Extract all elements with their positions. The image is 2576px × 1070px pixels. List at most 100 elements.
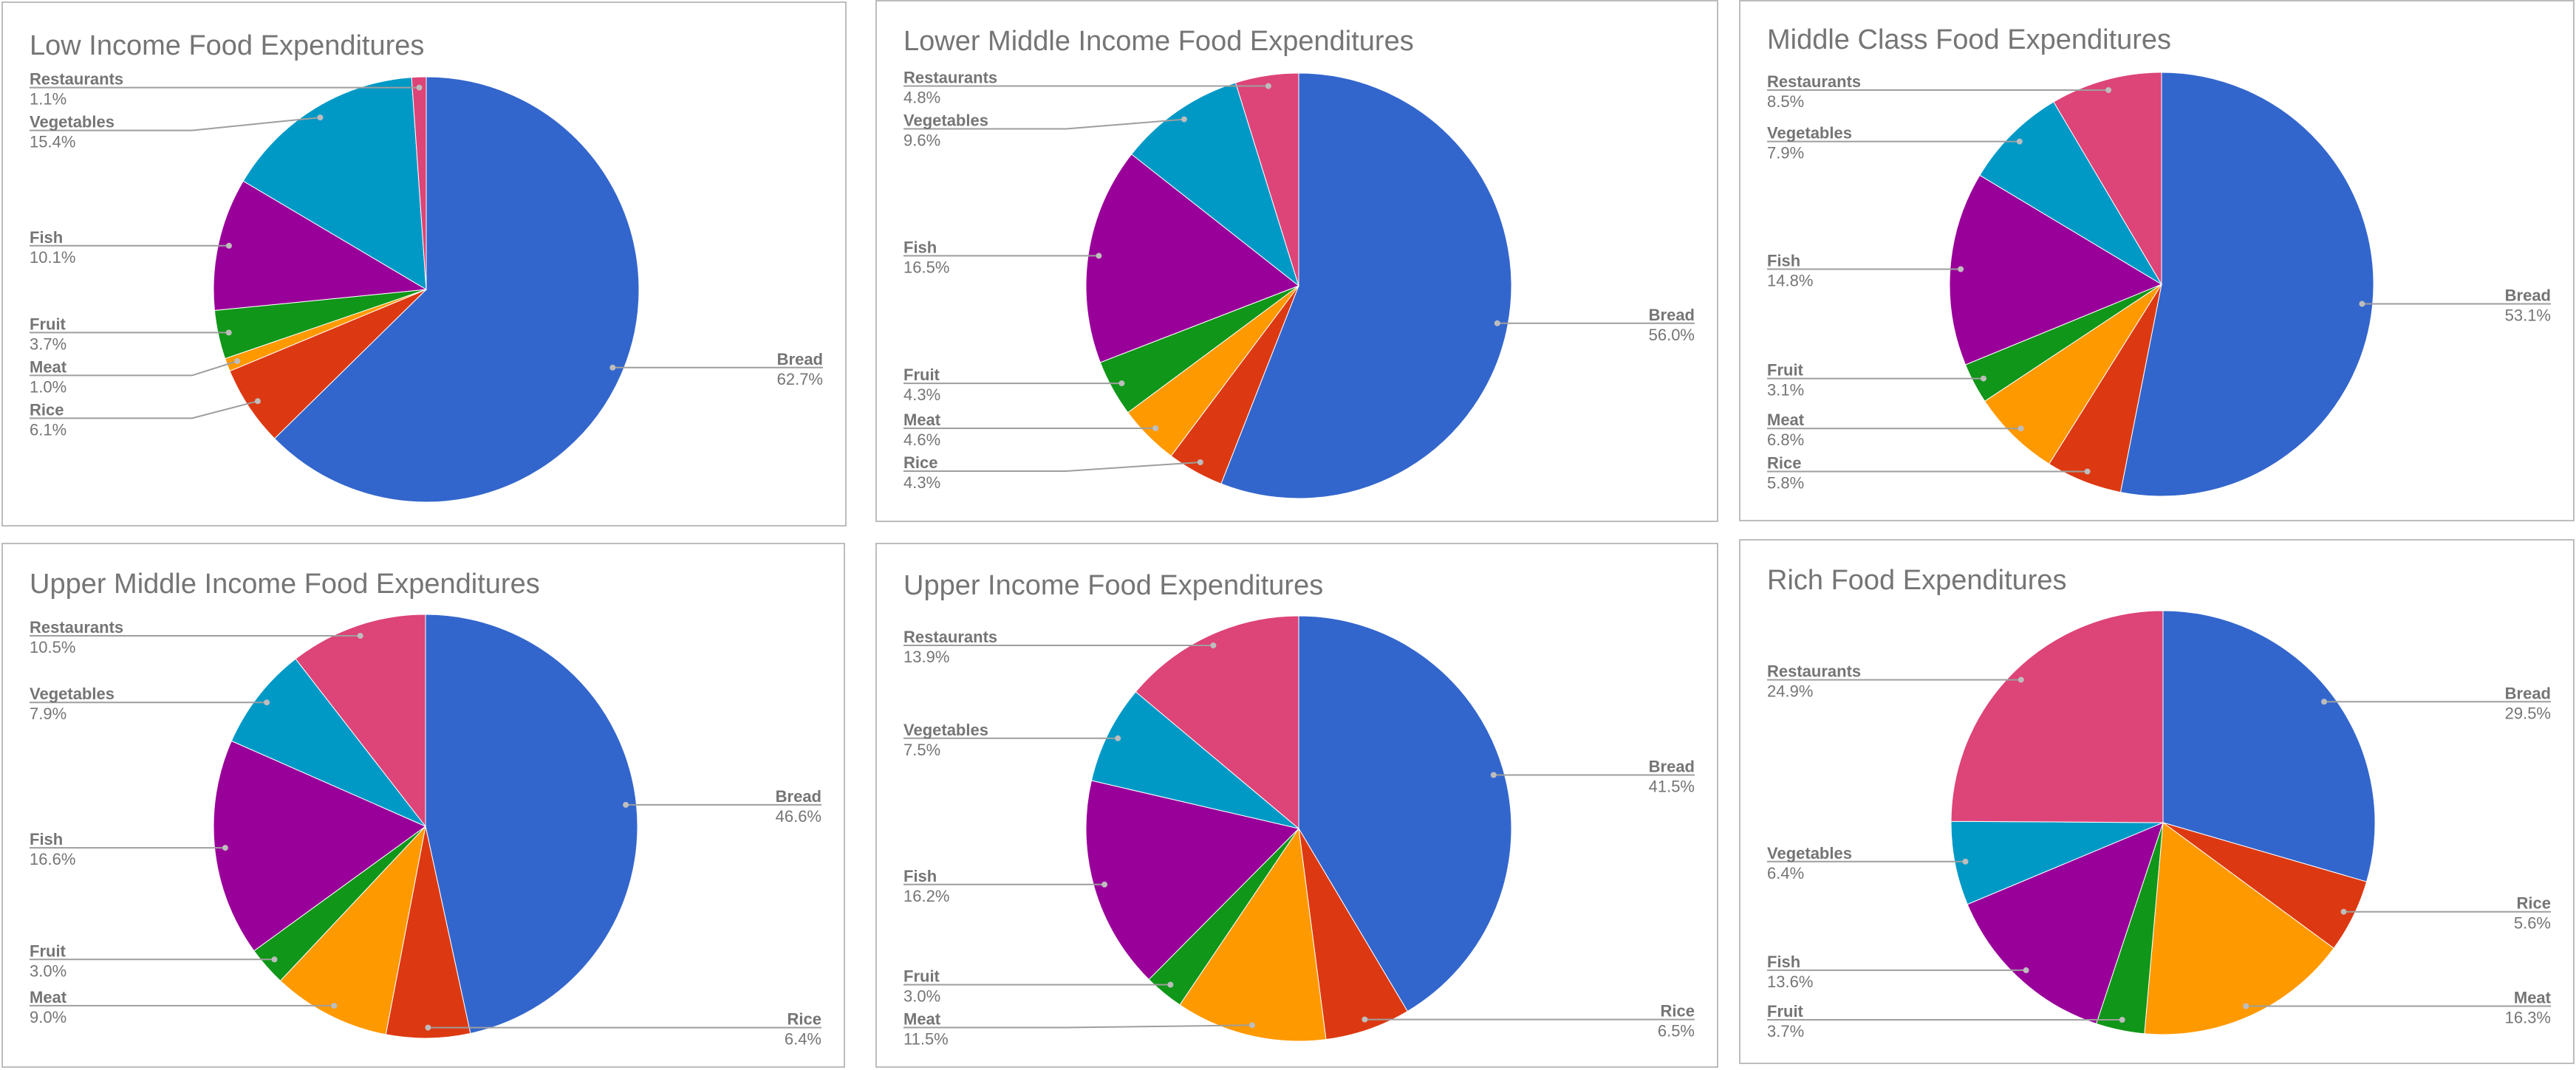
slice-value-fruit: 3.0% bbox=[30, 961, 66, 980]
leader-dot-fish bbox=[1096, 253, 1102, 259]
slice-value-fish: 16.5% bbox=[903, 258, 949, 276]
leader-dot-rice bbox=[254, 398, 261, 405]
slice-label-bread: Bread bbox=[777, 350, 823, 368]
leader-dot-rice bbox=[2340, 908, 2347, 915]
leader-dot-vegetables bbox=[317, 114, 324, 121]
slice-value-vegetables: 6.4% bbox=[1767, 864, 1804, 882]
leader-dot-fish bbox=[1101, 881, 1108, 888]
slice-label-meat: Meat bbox=[30, 357, 67, 376]
slice-value-rice: 5.6% bbox=[2514, 914, 2551, 933]
slice-value-restaurants: 8.5% bbox=[1767, 92, 1804, 111]
pie-slice-restaurants bbox=[411, 76, 427, 290]
slice-label-meat: Meat bbox=[903, 411, 941, 429]
pie-slice-restaurants bbox=[1135, 615, 1299, 830]
slice-label-fruit: Fruit bbox=[903, 967, 940, 986]
slice-label-fish: Fish bbox=[30, 228, 63, 247]
slice-value-meat: 11.5% bbox=[903, 1030, 949, 1049]
pie-slice-meat bbox=[2144, 822, 2334, 1035]
pie-slice-fish bbox=[1085, 154, 1299, 363]
slice-value-meat: 1.0% bbox=[30, 377, 66, 396]
slice-value-restaurants: 4.8% bbox=[903, 89, 940, 107]
slice-value-restaurants: 10.5% bbox=[30, 638, 75, 656]
slice-value-meat: 9.0% bbox=[30, 1008, 66, 1026]
slice-value-fruit: 3.1% bbox=[1767, 381, 1804, 399]
slice-value-rice: 6.1% bbox=[30, 420, 66, 439]
slice-label-bread: Bread bbox=[2505, 684, 2551, 702]
leader-dot-bread bbox=[2321, 699, 2327, 705]
leader-dot-vegetables bbox=[1181, 116, 1187, 123]
leader-dot-rice bbox=[2084, 468, 2091, 475]
pie-chart-upper-middle-income: Upper Middle Income Food Expenditures Br… bbox=[30, 569, 821, 1049]
chart-panel-upper-middle-income: Upper Middle Income Food Expenditures Br… bbox=[1, 543, 845, 1068]
slice-label-restaurants: Restaurants bbox=[903, 628, 997, 646]
pie-slice-vegetables bbox=[1979, 101, 2162, 285]
leader-dot-vegetables bbox=[264, 699, 270, 706]
chart-title: Middle Class Food Expenditures bbox=[1767, 24, 2171, 55]
leader-dot-restaurants bbox=[2018, 676, 2024, 683]
slice-label-fruit: Fruit bbox=[1767, 361, 1804, 380]
slice-value-fruit: 3.7% bbox=[1767, 1022, 1804, 1040]
leader-dot-fruit bbox=[1118, 380, 1125, 387]
pie-slice-vegetables bbox=[230, 658, 426, 827]
slice-label-bread: Bread bbox=[1649, 306, 1695, 324]
slice-value-vegetables: 7.9% bbox=[1767, 144, 1804, 162]
pie-slice-vegetables bbox=[242, 77, 427, 290]
slice-value-fish: 13.6% bbox=[1767, 973, 1813, 991]
leader-dot-fish bbox=[225, 242, 232, 249]
pie-slice-bread bbox=[2162, 610, 2376, 882]
slice-label-restaurants: Restaurants bbox=[1767, 72, 1861, 91]
leader-dot-restaurants bbox=[416, 84, 423, 91]
slice-value-bread: 29.5% bbox=[2505, 704, 2551, 722]
pie-chart-low-income: Low Income Food Expenditures Bread 62.7% R… bbox=[30, 30, 823, 503]
slice-label-vegetables: Vegetables bbox=[30, 685, 115, 703]
slice-value-fruit: 3.7% bbox=[30, 335, 66, 353]
pie-slice-fish bbox=[1949, 174, 2163, 366]
leader-line-meat bbox=[903, 1024, 1253, 1029]
pie-slice-meat bbox=[1179, 827, 1327, 1042]
leader-line-meat bbox=[30, 360, 238, 377]
slice-label-vegetables: Vegetables bbox=[1767, 124, 1852, 143]
pie-slice-fish bbox=[213, 740, 426, 952]
slice-label-vegetables: Vegetables bbox=[903, 721, 988, 739]
slice-label-meat: Meat bbox=[1767, 411, 1805, 429]
slice-label-fish: Fish bbox=[30, 830, 63, 848]
leader-dot-rice bbox=[425, 1024, 431, 1031]
slice-label-restaurants: Restaurants bbox=[30, 618, 123, 637]
pie-slice-bread bbox=[1220, 72, 1512, 499]
pie-chart-rich: Rich Food Expenditures Bread 29.5% Rice5.6… bbox=[1767, 565, 2552, 1040]
slice-label-rice: Rice bbox=[1767, 454, 1801, 473]
chart-panel-upper-income: Upper Income Food Expenditures Bread 41.5… bbox=[875, 543, 1718, 1068]
leader-dot-fruit bbox=[225, 329, 232, 336]
leader-dot-bread bbox=[1490, 772, 1497, 778]
pie-chart-middle-class: Middle Class Food Expenditures Bread53.1… bbox=[1767, 24, 2551, 497]
slice-value-fish: 16.6% bbox=[30, 850, 75, 868]
slice-label-bread: Bread bbox=[776, 787, 821, 806]
slice-value-meat: 4.6% bbox=[903, 431, 940, 449]
leader-dot-bread bbox=[623, 801, 629, 808]
chart-title: Upper Income Food Expenditures bbox=[903, 570, 1323, 601]
slice-value-vegetables: 15.4% bbox=[30, 133, 75, 151]
slice-value-bread: 53.1% bbox=[2505, 306, 2551, 325]
pie-slice-restaurants bbox=[1234, 72, 1299, 287]
leader-dot-meat bbox=[234, 358, 241, 364]
leader-dot-meat bbox=[1249, 1022, 1255, 1029]
slice-label-fruit: Fruit bbox=[30, 315, 66, 333]
slice-label-meat: Meat bbox=[903, 1010, 941, 1029]
slice-label-rice: Rice bbox=[30, 400, 64, 419]
slice-label-bread: Bread bbox=[1649, 758, 1695, 776]
pie-slice-rice bbox=[385, 826, 471, 1039]
slice-value-restaurants: 13.9% bbox=[903, 648, 949, 666]
leader-dot-rice bbox=[1362, 1016, 1368, 1023]
slice-label-fish: Fish bbox=[903, 238, 937, 256]
slice-value-bread: 46.6% bbox=[776, 807, 821, 826]
leader-line-rice bbox=[903, 462, 1200, 472]
pie-slice-bread bbox=[273, 76, 640, 503]
leader-dot-bread bbox=[2359, 301, 2365, 307]
leader-dot-restaurants bbox=[2105, 87, 2112, 93]
slice-label-fish: Fish bbox=[1767, 252, 1800, 270]
slice-value-bread: 62.7% bbox=[777, 370, 823, 388]
slice-label-rice: Rice bbox=[903, 453, 937, 472]
slice-label-rice: Rice bbox=[788, 1010, 821, 1029]
slice-value-restaurants: 24.9% bbox=[1767, 682, 1813, 701]
pie-slice-restaurants bbox=[295, 614, 426, 828]
